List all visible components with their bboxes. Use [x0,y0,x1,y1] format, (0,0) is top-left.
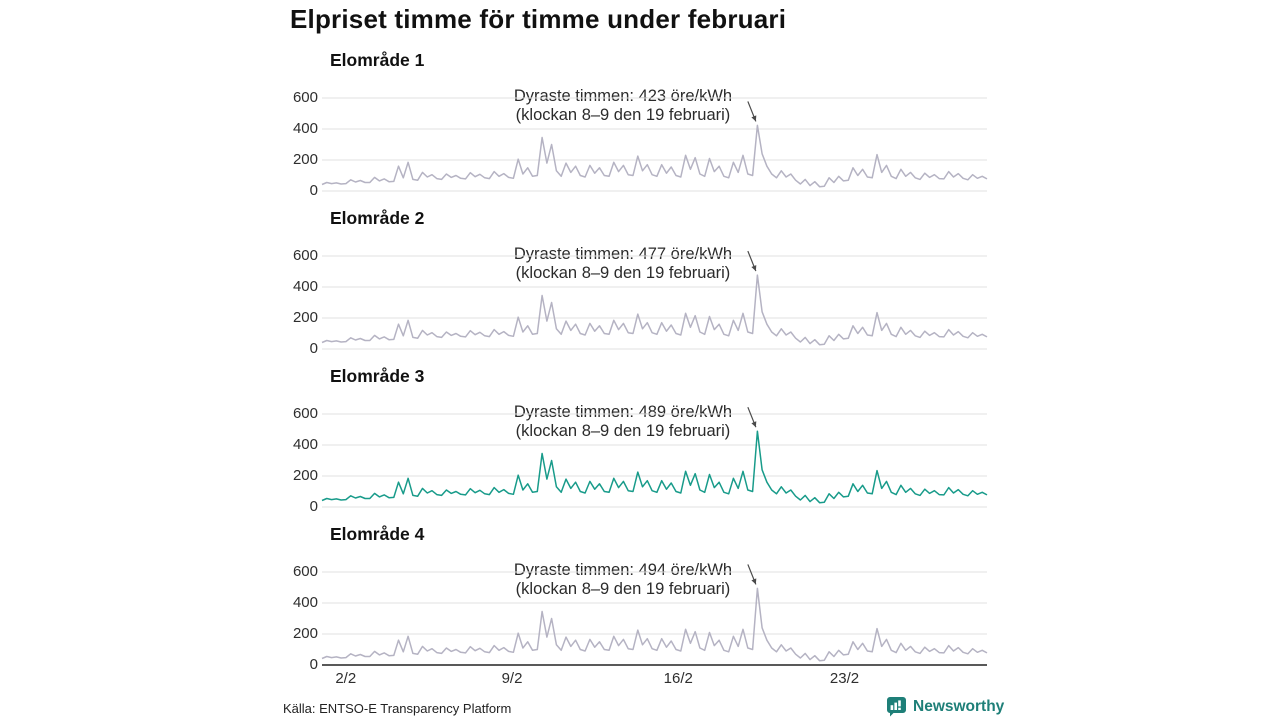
panel-title: Elområde 1 [330,50,425,70]
max-price-annotation: Dyraste timmen: 423 öre/kWh (klockan 8–9… [498,87,748,125]
y-tick-label: 600 [292,405,318,422]
annotation-line1: Dyraste timmen: 494 öre/kWh [513,561,733,579]
y-tick-label: 600 [292,89,318,106]
max-price-annotation: Dyraste timmen: 489 öre/kWh (klockan 8–9… [498,403,748,441]
x-tick-label: 16/2 [663,670,693,687]
line-chart [321,97,988,192]
max-price-annotation: Dyraste timmen: 477 öre/kWh (klockan 8–9… [498,245,748,283]
line-chart [321,250,988,350]
chart-panel-elomrade-4: Elområde 4 Dyraste timmen: 494 öre/kWh (… [0,524,1280,714]
annotation-line2: (klockan 8–9 den 19 februari) [515,264,731,282]
y-tick-label: 200 [292,467,318,484]
annotation-line2: (klockan 8–9 den 19 februari) [515,580,731,598]
y-tick-label: 0 [309,656,318,673]
y-tick-label: 400 [292,594,318,611]
y-tick-label: 0 [309,340,318,357]
page-title: Elpriset timme för timme under februari [290,4,787,34]
y-tick-label: 600 [292,247,318,264]
chart-panel-elomrade-1: Elområde 1 Dyraste timmen: 423 öre/kWh (… [0,50,1280,210]
line-chart [321,406,988,508]
annotation-line2: (klockan 8–9 den 19 februari) [515,106,731,124]
price-line [321,430,988,504]
source-note: Källa: ENTSO-E Transparency Platform [283,701,512,716]
newsworthy-logo: Newsworthy [886,696,1004,718]
line-chart [321,564,988,666]
y-tick-label: 600 [292,563,318,580]
logo-text: Newsworthy [913,698,1005,715]
y-tick-label: 200 [292,309,318,326]
panel-title: Elområde 4 [330,524,425,544]
y-tick-label: 200 [292,151,318,168]
annotation-line1: Dyraste timmen: 477 öre/kWh [513,245,733,263]
price-line [321,274,988,346]
y-tick-label: 0 [309,498,318,515]
bar-chart-speech-bubble-icon [887,697,906,717]
max-price-annotation: Dyraste timmen: 494 öre/kWh (klockan 8–9… [498,561,748,599]
x-tick-label: 23/2 [829,670,860,687]
price-line [321,124,988,188]
y-tick-label: 400 [292,120,318,137]
annotation-arrowhead [751,578,757,585]
chart-panel-elomrade-3: Elområde 3 Dyraste timmen: 489 öre/kWh (… [0,366,1280,526]
annotation-arrowhead [751,115,757,122]
x-tick-label: 9/2 [501,670,523,687]
annotation-line1: Dyraste timmen: 489 öre/kWh [513,403,733,421]
price-line [321,587,988,662]
y-tick-label: 400 [292,436,318,453]
annotation-line1: Dyraste timmen: 423 öre/kWh [513,87,733,105]
annotation-arrowhead [751,421,757,428]
x-tick-label: 2/2 [335,670,357,687]
y-tick-label: 200 [292,625,318,642]
y-tick-label: 0 [309,182,318,199]
chart-panel-elomrade-2: Elområde 2 Dyraste timmen: 477 öre/kWh (… [0,208,1280,368]
panel-title: Elområde 3 [330,366,425,386]
panel-title: Elområde 2 [330,208,425,228]
annotation-arrowhead [751,265,757,272]
y-tick-label: 400 [292,278,318,295]
annotation-line2: (klockan 8–9 den 19 februari) [515,422,731,440]
